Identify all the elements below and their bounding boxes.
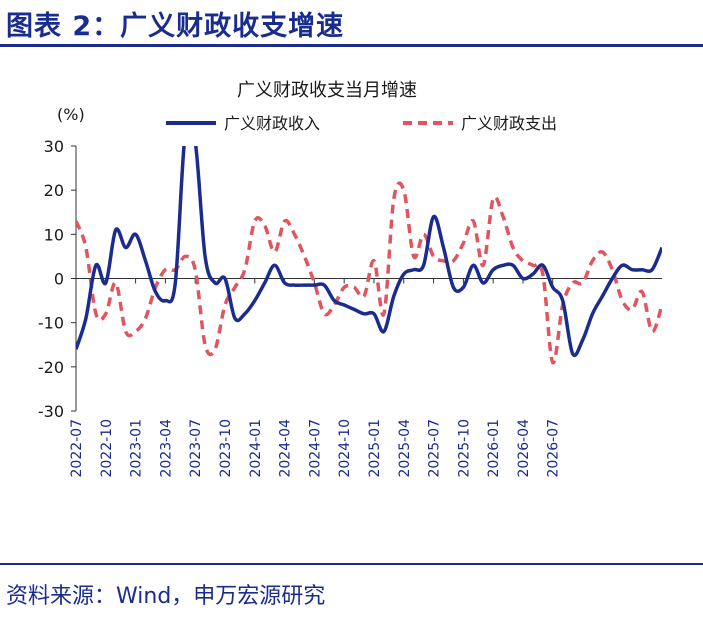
legend-label-revenue: 广义财政收入	[224, 114, 320, 133]
x-tick-label: 2023-07	[188, 419, 204, 478]
series-line-expenditure	[76, 181, 662, 365]
y-tick-label: 30	[44, 137, 64, 156]
x-tick-label: 2024-07	[307, 419, 323, 478]
x-tick-label: 2023-04	[158, 419, 174, 478]
legend: 广义财政收入 广义财政支出	[166, 114, 557, 133]
figure-title: 图表 2：广义财政收支增速	[6, 11, 345, 42]
x-tick-label: 2025-10	[456, 419, 472, 478]
x-tick-label: 2022-10	[99, 419, 115, 478]
y-tick-label: 20	[44, 181, 64, 200]
y-tick-label: -10	[38, 314, 64, 333]
x-tick-label: 2026-01	[486, 419, 502, 478]
x-tick-label: 2022-07	[69, 419, 85, 478]
y-tick-label: -20	[38, 358, 64, 377]
axes	[71, 145, 662, 412]
y-tick-label: 10	[44, 225, 64, 244]
x-tick-label: 2025-04	[397, 419, 413, 478]
y-tick-label: -30	[38, 402, 64, 421]
y-tick-label: 0	[54, 270, 64, 289]
x-tick-label: 2024-01	[248, 419, 264, 478]
x-tick-label: 2025-01	[367, 419, 383, 478]
x-tick-label: 2026-07	[546, 419, 562, 478]
x-tick-label: 2026-04	[516, 419, 532, 478]
y-tick-labels: 30 20 10 0 -10 -20 -30	[38, 137, 64, 421]
x-tick-label: 2023-01	[129, 419, 145, 478]
x-tick-label: 2024-10	[337, 419, 353, 478]
x-tick-labels: 2022-07 2022-10 2023-01 2023-04 2023-07 2023-…	[69, 419, 562, 478]
source-note: 资料来源：Wind，申万宏源研究	[6, 584, 326, 609]
y-axis-unit: (%)	[57, 105, 85, 124]
line-chart: 广义财政收支当月增速 广义财政收入 广义财政支出 (%) 30 20 10 0 -10 -…	[38, 80, 662, 478]
x-tick-label: 2023-10	[218, 419, 234, 478]
header-rule	[0, 44, 703, 47]
x-tick-label: 2025-07	[427, 419, 443, 478]
legend-label-expenditure: 广义财政支出	[461, 114, 557, 133]
footer-rule	[0, 563, 703, 565]
x-tick-label: 2024-04	[278, 419, 294, 478]
chart-title: 广义财政收支当月增速	[237, 80, 417, 101]
series-line-revenue	[76, 146, 662, 357]
series-lines	[76, 146, 662, 365]
